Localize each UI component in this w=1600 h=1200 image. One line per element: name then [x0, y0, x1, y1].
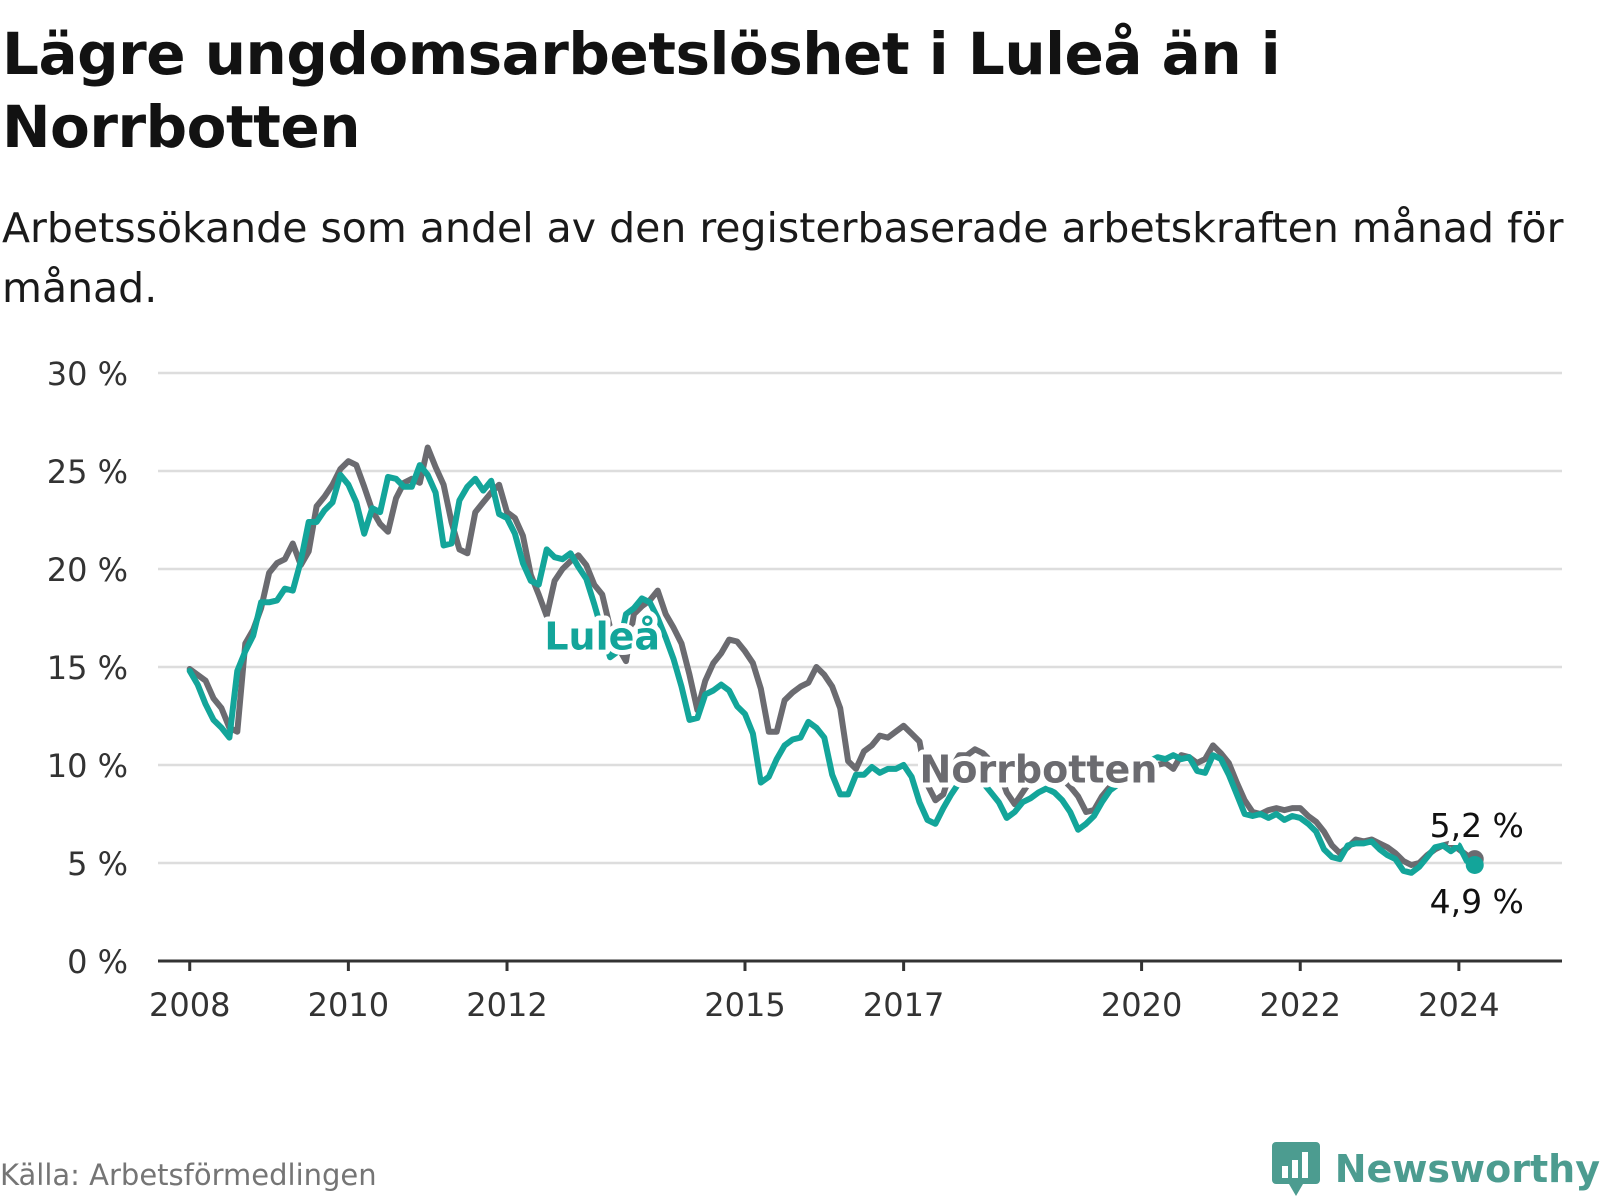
brand-name: Newsworthy [1334, 1147, 1600, 1191]
series-lines [186, 444, 1484, 876]
chart-subtitle: Arbetssökande som andel av den registerb… [2, 204, 1564, 312]
x-tick-label: 2010 [308, 986, 389, 1024]
x-tick-label: 2024 [1418, 986, 1499, 1024]
x-tick-label: 2022 [1260, 986, 1341, 1024]
series-line-lulea [186, 462, 1478, 876]
y-tick-label: 15 % [47, 649, 128, 687]
x-tick-label: 2008 [149, 986, 230, 1024]
grid-lines [158, 371, 1562, 865]
end-value-label-norrbotten: 5,2 % [1430, 806, 1524, 845]
end-point-lulea [1465, 855, 1484, 874]
y-tick-label: 25 % [47, 453, 128, 491]
newsworthy-logo: Newsworthy [1271, 1140, 1600, 1198]
x-tick-label: 2015 [704, 986, 785, 1024]
y-tick-label: 10 % [47, 747, 128, 785]
y-tick-label: 5 % [67, 845, 128, 883]
x-axis: 2008 2010 2012 2015 2017 2020 2022 2024 [149, 959, 1562, 1024]
x-tick-label: 2020 [1101, 986, 1182, 1024]
chart-title: Lägre ungdomsarbetslöshet i Luleå än i N… [2, 20, 1281, 161]
source-note: Källa: Arbetsförmedlingen [0, 1158, 377, 1192]
end-value-label-lulea: 4,9 % [1430, 882, 1524, 921]
y-axis-ticks: 0 % 5 % 10 % 15 % 20 % 25 % 30 % [47, 355, 128, 981]
y-tick-label: 30 % [47, 355, 128, 393]
series-label-norrbotten: Norrbotten [920, 748, 1158, 792]
x-tick-label: 2017 [863, 986, 944, 1024]
series-labels: Luleå Norrbotten 5,2 % 4,9 % [539, 609, 1528, 925]
x-tick-label: 2012 [466, 986, 547, 1024]
newsworthy-logo-icon [1271, 1142, 1320, 1196]
y-tick-label: 20 % [47, 551, 128, 589]
series-label-lulea: Luleå [544, 614, 660, 658]
y-tick-label: 0 % [67, 943, 128, 981]
